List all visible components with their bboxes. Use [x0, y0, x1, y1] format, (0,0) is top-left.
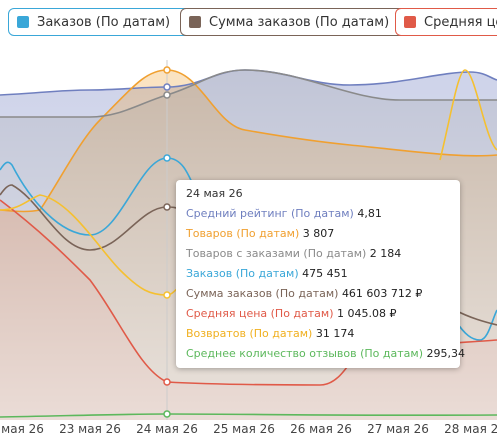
tooltip-label: Товаров с заказами (По датам)	[186, 247, 367, 260]
legend-item[interactable]: Средняя цена (По датам)×	[395, 8, 497, 36]
marker	[163, 410, 171, 418]
tooltip-label: Средняя цена (По датам)	[186, 307, 334, 320]
marker	[163, 291, 171, 299]
tooltip-row: Возвратов (По датам) 31 174	[186, 326, 450, 346]
marker	[163, 154, 171, 162]
tooltip-title: 24 мая 26	[186, 187, 243, 200]
line-gray	[0, 69, 497, 118]
tooltip-label: Товаров (По датам)	[186, 227, 300, 240]
tooltip: 24 мая 26 Средний рейтинг (По датам) 4,8…	[176, 180, 465, 368]
legend-swatch	[17, 16, 29, 28]
tooltip-row: Заказов (По датам) 475 451	[186, 266, 450, 286]
tooltip-value: 4,81	[357, 207, 382, 220]
tooltip-row: Средний рейтинг (По датам) 4,81	[186, 206, 450, 226]
x-tick-label: 27 мая 26	[367, 422, 429, 436]
tooltip-row: Среднее количество отзывов (По датам) 29…	[186, 346, 465, 366]
tooltip-label: Возвратов (По датам)	[186, 327, 313, 340]
marker	[163, 91, 171, 99]
x-tick-label: 23 мая 26	[59, 422, 121, 436]
tooltip-label: Среднее количество отзывов (По датам)	[186, 347, 423, 360]
tooltip-label: Средний рейтинг (По датам)	[186, 207, 354, 220]
tooltip-label: Сумма заказов (По датам)	[186, 287, 339, 300]
x-tick-label: 28 мая 26	[444, 422, 497, 436]
tooltip-value: 31 174	[315, 327, 355, 340]
marker	[163, 203, 171, 211]
tooltip-label: Заказов (По датам)	[186, 267, 299, 280]
tooltip-value: 2 184	[369, 247, 402, 260]
x-tick-label: 26 мая 26	[290, 422, 352, 436]
legend-label: Средняя цена (По датам)	[424, 14, 497, 30]
marker	[163, 83, 171, 91]
tooltip-value: 295,34	[426, 347, 465, 360]
x-tick-label: 24 мая 26	[136, 422, 198, 436]
tooltip-row: Средняя цена (По датам) 1 045.08 ₽	[186, 306, 450, 326]
legend-swatch	[189, 16, 201, 28]
tooltip-value: 475 451	[302, 267, 348, 280]
tooltip-row: Товаров с заказами (По датам) 2 184	[186, 246, 450, 266]
tooltip-row: Товаров (По датам) 3 807	[186, 226, 450, 246]
legend-item[interactable]: Заказов (По датам)×	[8, 8, 204, 36]
legend-label: Заказов (По датам)	[37, 14, 171, 30]
tooltip-value: 461 603 712 ₽	[341, 287, 423, 300]
legend-label: Сумма заказов (По датам)	[209, 14, 390, 30]
legend-swatch	[404, 16, 416, 28]
tooltip-value: 1 045.08 ₽	[337, 307, 397, 320]
tooltip-value: 3 807	[302, 227, 335, 240]
marker	[163, 378, 171, 386]
x-tick-label: 25 мая 26	[213, 422, 275, 436]
x-tick-label: 22 мая 26	[0, 422, 44, 436]
line-orange	[0, 69, 497, 213]
tooltip-row: Сумма заказов (По датам) 461 603 712 ₽	[186, 286, 450, 306]
line-green	[0, 413, 497, 418]
legend-item[interactable]: Сумма заказов (По датам)×	[180, 8, 423, 36]
marker	[163, 66, 171, 74]
